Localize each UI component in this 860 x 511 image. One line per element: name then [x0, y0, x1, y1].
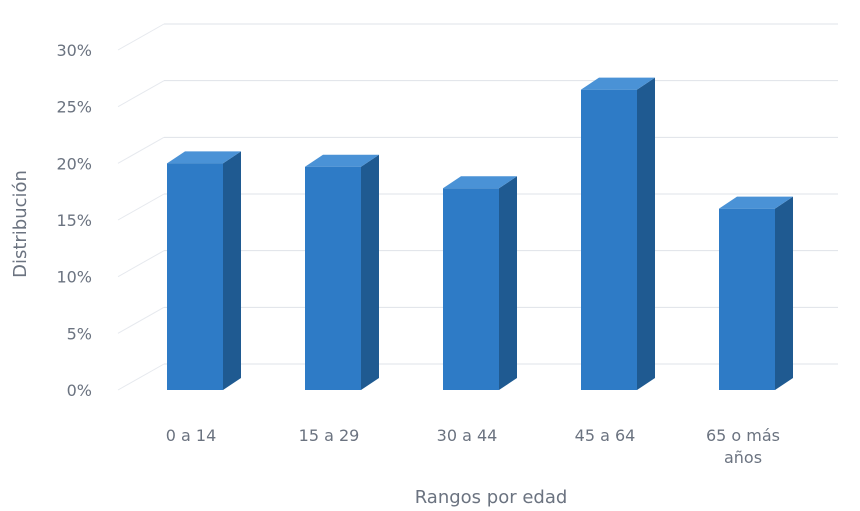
bars-layer	[167, 77, 793, 391]
x-axis-categories: 0 a 14 15 a 29 30 a 44 45 a 64 65 o más años	[166, 426, 780, 467]
x-category-label: 65 o más	[706, 426, 780, 445]
bar	[167, 151, 241, 390]
gridline-diagonal	[117, 136, 165, 164]
bar-side-face	[223, 151, 241, 390]
bar-front-face	[443, 188, 499, 390]
gridline-diagonal	[117, 80, 165, 108]
gridline-diagonal	[117, 363, 165, 391]
x-category-label: años	[724, 448, 762, 467]
bar	[581, 77, 655, 391]
gridline-diagonal	[117, 23, 165, 51]
y-axis-title: Distribución	[10, 170, 31, 278]
x-category-label: 0 a 14	[166, 426, 217, 445]
gridline-diagonal	[117, 306, 165, 334]
y-tick-label: 5%	[67, 324, 92, 343]
x-category-label: 30 a 44	[437, 426, 498, 445]
bar-top-face	[719, 196, 793, 209]
y-tick-label: 10%	[56, 268, 92, 287]
bar-front-face	[581, 89, 637, 391]
gridline-diagonal	[117, 193, 165, 221]
bar-top-face	[581, 77, 655, 90]
y-axis-ticks: 0% 5% 10% 15% 20% 25% 30%	[56, 41, 92, 400]
bar-top-face	[167, 151, 241, 164]
y-tick-label: 0%	[67, 381, 92, 400]
x-category-label: 45 a 64	[575, 426, 636, 445]
bar-front-face	[167, 163, 223, 390]
bar-front-face	[305, 166, 361, 390]
x-category-label: 15 a 29	[299, 426, 360, 445]
bar-top-face	[305, 154, 379, 167]
bar-side-face	[637, 77, 655, 391]
y-tick-label: 25%	[56, 98, 92, 117]
bar-side-face	[499, 176, 517, 390]
bar-top-face	[443, 176, 517, 189]
y-tick-label: 15%	[56, 211, 92, 230]
bar	[443, 176, 517, 390]
bar-side-face	[361, 154, 379, 390]
bar	[719, 196, 793, 390]
y-tick-label: 30%	[56, 41, 92, 60]
bar-front-face	[719, 208, 775, 390]
x-axis-title: Rangos por edad	[415, 487, 568, 508]
y-tick-label: 20%	[56, 154, 92, 173]
gridline-diagonal	[117, 250, 165, 278]
bar-side-face	[775, 196, 793, 390]
bar	[305, 154, 379, 390]
